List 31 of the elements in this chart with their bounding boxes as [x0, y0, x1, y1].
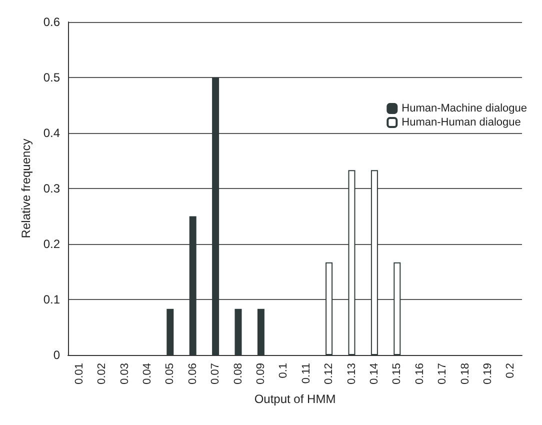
- y-tick-label: 0: [53, 348, 60, 362]
- x-tick-label: 0.02: [96, 363, 108, 384]
- y-tick-label: 0.5: [43, 70, 60, 84]
- x-tick-label: 0.08: [232, 363, 244, 384]
- x-tick-label: 0.2: [504, 363, 517, 378]
- y-tick-label: 0.4: [43, 126, 60, 140]
- y-axis-title: Relative frequency: [19, 138, 33, 238]
- x-tick-label: 0.06: [186, 363, 199, 384]
- x-tick-label: 0.18: [459, 363, 472, 384]
- x-tick-label: 0.13: [346, 363, 358, 384]
- x-tick-label: 0.12: [323, 363, 336, 384]
- y-tick-label: 0.3: [43, 182, 60, 196]
- x-tick-label: 0.03: [118, 363, 131, 384]
- x-tick-label: 0.04: [141, 363, 154, 384]
- x-tick-label: 0.07: [210, 363, 222, 384]
- x-tick-label: 0.15: [391, 363, 404, 384]
- legend-label: Human-Machine dialogue: [402, 102, 528, 114]
- x-tick-label: 0.16: [414, 363, 426, 384]
- x-tick-label: 0.05: [164, 363, 176, 384]
- x-tick-label: 0.19: [482, 363, 494, 384]
- y-tick-label: 0.1: [43, 292, 60, 306]
- x-tick-label: 0.1: [278, 363, 290, 378]
- x-tick-label: 0.11: [300, 363, 312, 384]
- y-tick-label: 0.6: [43, 15, 60, 29]
- x-tick-label: 0.14: [368, 363, 380, 384]
- x-axis-title: Output of HMM: [254, 392, 336, 406]
- x-tick-label: 0.01: [73, 363, 86, 384]
- x-tick-label: 0.17: [436, 363, 449, 384]
- legend-label: Human-Human dialogue: [402, 116, 521, 128]
- x-tick-label: 0.09: [254, 363, 267, 384]
- y-tick-label: 0.2: [43, 237, 60, 251]
